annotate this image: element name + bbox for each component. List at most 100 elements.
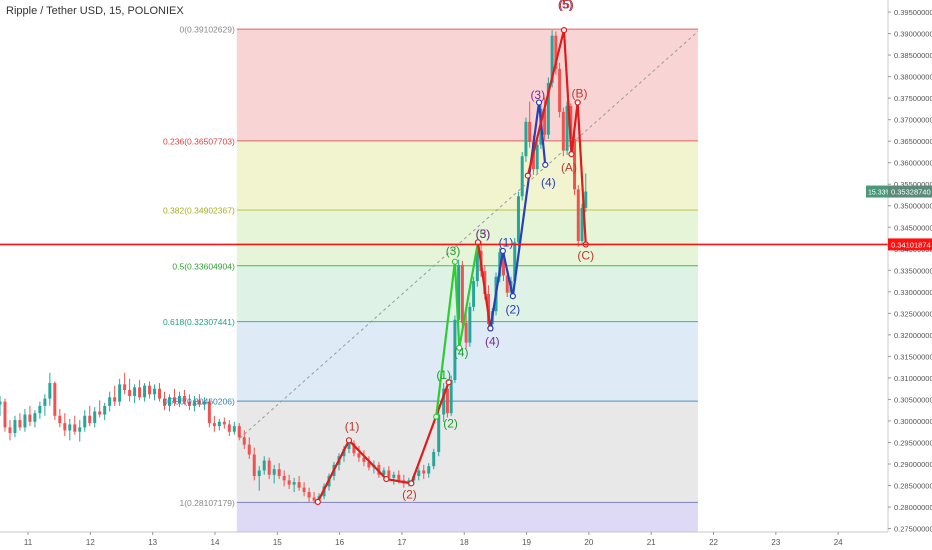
impulse-pivot — [408, 480, 415, 487]
fib-label: 0.5(0.33604904) — [172, 261, 235, 271]
impulse-pivot — [345, 437, 353, 444]
candle-body — [520, 156, 524, 197]
candle-body — [422, 470, 426, 474]
candle-body — [232, 426, 236, 432]
trend-line-dashed — [239, 31, 699, 439]
candle-body — [187, 401, 191, 406]
impulse-pivot — [451, 258, 459, 265]
impulse-pivot — [445, 379, 452, 386]
impulse-pivot — [535, 99, 543, 106]
candle-body — [457, 265, 461, 320]
fib-labels: 0(0.39102629) 0.236(0.36507703) 0.382(0.34… — [163, 25, 235, 508]
candle-body — [272, 469, 276, 475]
wave-label: (2) — [443, 416, 458, 430]
candle-body — [192, 400, 196, 406]
candle-body — [143, 385, 147, 398]
time-axis-bg — [0, 532, 888, 550]
price-tick-label: 0.34500000 — [894, 223, 932, 232]
price-tick-label: 0.28000000 — [894, 503, 932, 512]
candle-body — [561, 111, 565, 151]
candle-body — [550, 35, 554, 84]
price-axis[interactable]: 0.39500000 0.39000000 0.38500000 0.38000000… — [887, 0, 932, 550]
impulse-line — [435, 242, 480, 417]
candle-body — [262, 460, 266, 471]
candle-body — [427, 466, 431, 474]
fib-label: 0.382(0.34902367) — [163, 205, 235, 215]
fib-band-extension — [236, 502, 698, 532]
time-axis[interactable]: 11 12 13 14 15 16 17 18 19 20 21 22 23 24 — [0, 531, 888, 550]
candle-body — [0, 401, 2, 405]
time-tick-label: 21 — [647, 538, 656, 547]
wave-label: (C) — [577, 249, 594, 263]
impulse-pivot — [487, 325, 494, 332]
candle-body — [442, 388, 446, 415]
candle-body — [312, 497, 316, 501]
chart-title: Ripple / Tether USD, 15, POLONIEX — [6, 5, 184, 17]
impulse-pivot — [560, 27, 568, 34]
candle-body — [217, 421, 221, 427]
candle-body — [182, 395, 186, 402]
candle-body — [352, 443, 356, 454]
candle-body — [535, 144, 539, 170]
wave-label: (B) — [572, 86, 588, 100]
current-price-tag-label: 0.35328740 — [891, 188, 931, 197]
change-tag-label: 15.33% — [868, 190, 892, 197]
price-tick-label: 0.29500000 — [894, 438, 932, 447]
candle-body — [282, 476, 286, 481]
time-tick-label: 17 — [397, 538, 406, 547]
candle-body — [58, 415, 62, 424]
candle-body — [569, 105, 573, 140]
candle-body — [93, 411, 97, 424]
price-tick-label: 0.33000000 — [894, 288, 932, 297]
candle-body — [362, 457, 366, 462]
candle-body — [292, 482, 296, 485]
candle-body — [123, 384, 127, 390]
candle-body — [68, 424, 72, 431]
candle-body — [18, 420, 22, 428]
time-tick-label: 14 — [211, 538, 220, 547]
candle-body — [307, 491, 311, 498]
impulse-line — [476, 242, 492, 329]
price-tick-label: 0.38000000 — [894, 73, 932, 82]
fib-label: 1(0.28107179) — [180, 498, 235, 508]
candle-body — [453, 319, 457, 381]
candle-body — [163, 398, 167, 406]
candle-body — [546, 83, 550, 135]
candle-body — [212, 423, 216, 427]
candle-body — [437, 414, 441, 452]
price-tick-label: 0.30500000 — [894, 395, 932, 404]
candle-body — [382, 470, 386, 475]
candle-body — [460, 265, 464, 323]
fib-band — [236, 265, 698, 322]
time-tick-label: 22 — [709, 538, 718, 547]
candle-body — [118, 384, 122, 402]
price-tick-label: 0.36500000 — [894, 137, 932, 146]
candle-body — [584, 191, 588, 208]
candle-body — [417, 470, 421, 477]
hline-price-tag-label: 0.34101874 — [891, 240, 931, 249]
impulse-pivot — [542, 161, 549, 168]
fib-band — [236, 401, 698, 503]
price-tick-label: 0.32500000 — [894, 309, 932, 318]
wave-label: (2) — [402, 487, 417, 501]
wave-label: (1) — [436, 368, 451, 382]
candle-body — [397, 474, 401, 481]
candle-body — [367, 461, 371, 468]
price-tick-label: 0.37000000 — [894, 116, 932, 125]
wave-label: (1) — [345, 419, 360, 433]
wave-label: (3) — [530, 88, 545, 102]
candle-body — [63, 423, 67, 431]
fib-band — [236, 29, 698, 141]
candle-body — [197, 400, 201, 405]
candle-body — [543, 108, 547, 135]
time-tick-label: 13 — [148, 538, 157, 547]
candle-body — [237, 426, 241, 438]
price-tick-label: 0.30000000 — [894, 417, 932, 426]
time-tick-label: 23 — [771, 538, 780, 547]
price-tags: 0.34101874 15.33% 0.35328740 — [866, 185, 932, 251]
candle-body — [287, 480, 291, 485]
candle-body — [576, 189, 580, 242]
fib-level-lines — [236, 28, 698, 503]
price-tick-label: 0.29000000 — [894, 460, 932, 469]
